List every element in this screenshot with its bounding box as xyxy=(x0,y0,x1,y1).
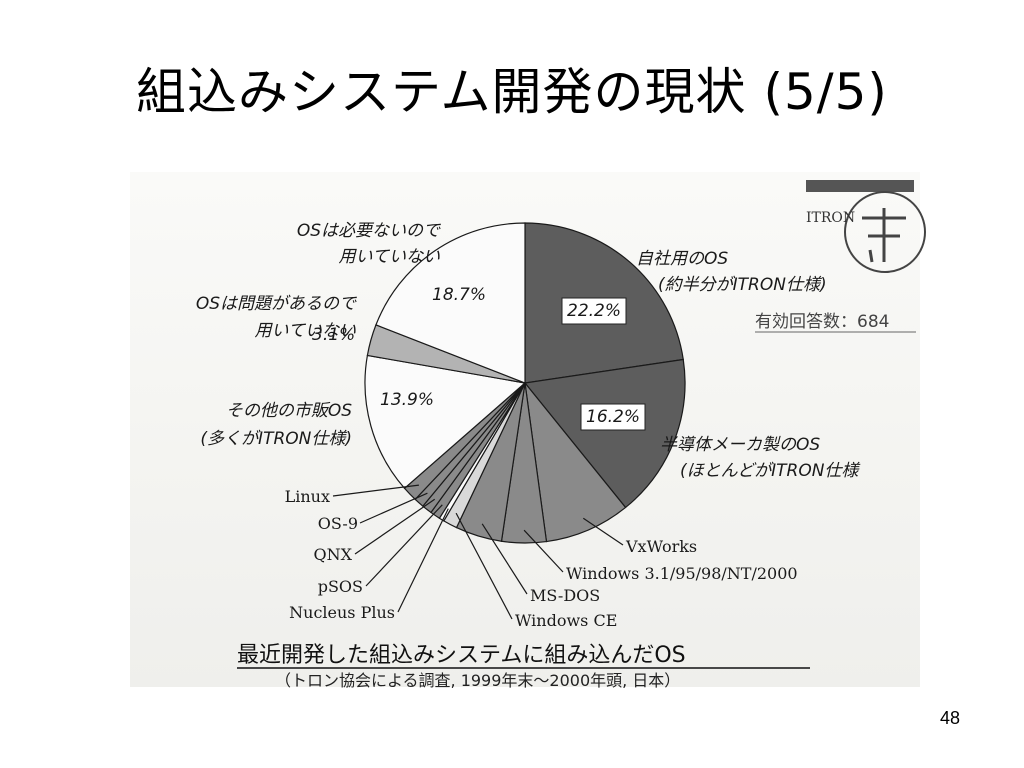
leader-line xyxy=(365,504,443,587)
pie-slice-vxworks xyxy=(524,380,627,543)
itron-logo-glyph xyxy=(862,208,906,263)
slice-label: MS-DOS xyxy=(530,586,600,605)
slice-label: (約半分がITRON仕様) xyxy=(658,275,827,295)
slide-title: 組込みシステム開発の現状 (5/5) xyxy=(136,63,888,121)
pie-leader-lines xyxy=(332,484,624,620)
slice-value-label: 3.1% xyxy=(312,325,355,345)
itron-logo: ITRON xyxy=(806,180,926,273)
slice-label: OSは問題があるので xyxy=(196,294,357,314)
slice-label: QNX xyxy=(313,545,352,564)
leader-line xyxy=(455,512,513,620)
slice-label: 自社用のOS xyxy=(636,249,728,269)
pie-slice-os xyxy=(375,222,526,384)
leader-line xyxy=(354,498,436,555)
leader-line xyxy=(397,508,449,613)
slice-value-label: 22.2% xyxy=(567,301,621,321)
slice-label: 用いていない xyxy=(255,321,357,341)
pie-slices xyxy=(364,222,686,544)
slice-value-label: 18.7% xyxy=(432,285,486,305)
itron-logo-bar xyxy=(806,180,914,192)
pie-slice-os xyxy=(523,358,686,509)
slice-label: (ほとんどがITRON仕様 xyxy=(680,461,861,481)
pie-labels: 自社用のOS (約半分がITRON仕様) 22.2% 半導体メーカ製のOS (ほとんどが… xyxy=(196,221,862,630)
slice-label: OSは必要ないので xyxy=(297,221,441,241)
slice-value-label: 16.2% xyxy=(586,407,640,427)
slice-label: 半導体メーカ製のOS xyxy=(660,435,820,455)
slice-label: Linux xyxy=(285,487,330,506)
slice-label: OS-9 xyxy=(318,514,358,533)
itron-logo-text: ITRON xyxy=(806,210,855,226)
slice-label: Windows 3.1/95/98/NT/2000 xyxy=(566,564,798,583)
pie-slice-os xyxy=(364,354,527,490)
leader-line xyxy=(582,517,624,546)
slice-value-label: 13.9% xyxy=(380,390,434,410)
figure-subcaption: （トロン協会による調査, 1999年末〜2000年頭, 日本） xyxy=(275,671,680,690)
slice-label: Windows CE xyxy=(515,611,617,630)
leader-line xyxy=(359,492,428,524)
slice-label: VxWorks xyxy=(625,537,697,556)
value-label-box xyxy=(561,297,627,325)
leader-line xyxy=(332,484,419,497)
slice-label: その他の市販OS xyxy=(226,401,352,421)
page-number: 48 xyxy=(940,708,961,728)
slice-label: pSOS xyxy=(318,577,363,596)
slice-label: (多くがITRON仕様) xyxy=(200,429,352,449)
slice-label: 用いていない xyxy=(339,247,441,267)
leader-line xyxy=(523,529,564,573)
value-label-box xyxy=(580,403,646,431)
leader-line xyxy=(481,523,528,595)
itron-logo-circle xyxy=(844,191,926,273)
respondents-count: 有効回答数：684 xyxy=(755,312,889,332)
slice-label: Nucleus Plus xyxy=(289,603,395,622)
figure-caption: 最近開発した組込みシステムに組み込んだOS xyxy=(237,643,686,668)
